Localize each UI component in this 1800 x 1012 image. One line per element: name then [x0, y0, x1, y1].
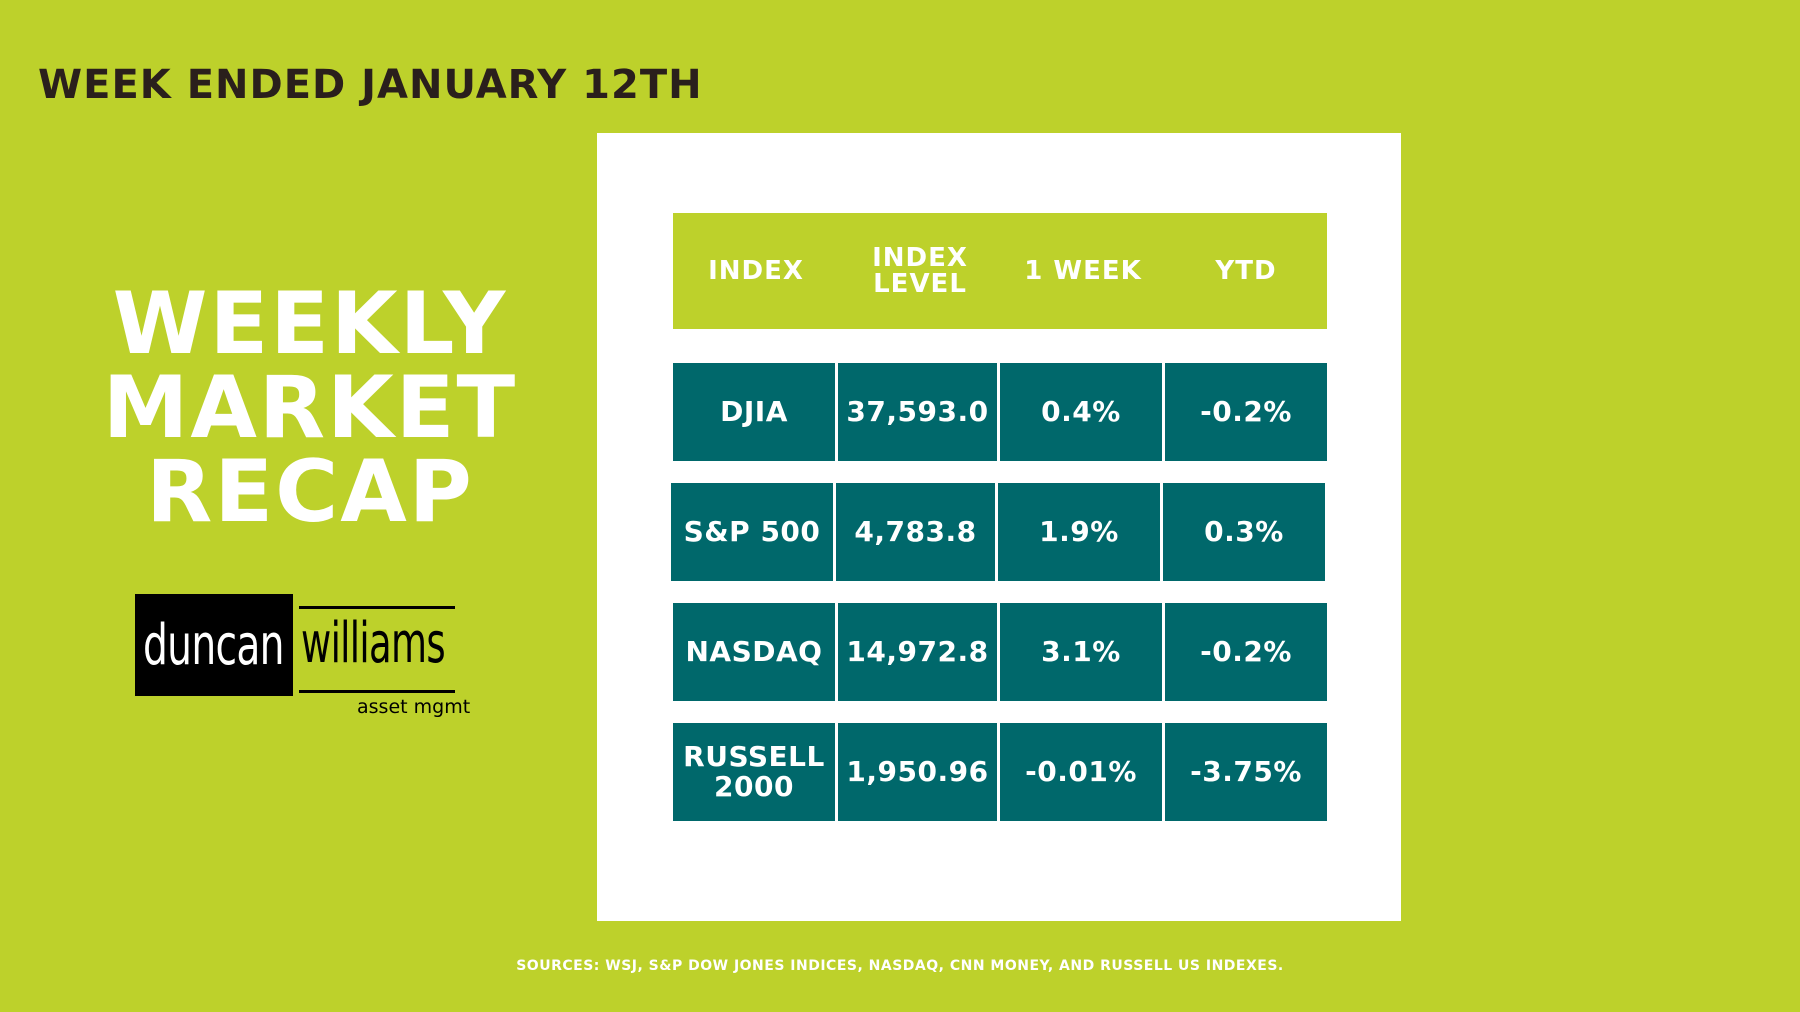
- cell-index: DJIA: [673, 363, 835, 461]
- cell-index: S&P 500: [671, 483, 833, 581]
- column-header-index: INDEX: [708, 256, 804, 286]
- recap-title-line: MARKET: [102, 358, 518, 458]
- logo-rule-top: [299, 606, 455, 609]
- cell-index: NASDAQ: [673, 603, 835, 701]
- week-ended-heading: WEEK ENDED JANUARY 12TH: [38, 62, 703, 108]
- cell-ytd: -0.2%: [1165, 363, 1327, 461]
- sources-footnote: SOURCES: WSJ, S&P DOW JONES INDICES, NAS…: [516, 958, 1284, 974]
- cell-level: 1,950.96: [838, 723, 997, 821]
- logo-black-box: duncan: [135, 594, 293, 696]
- cell-1-week: -0.01%: [1000, 723, 1162, 821]
- column-header-1-week: 1 WEEK: [1024, 256, 1142, 286]
- recap-title: WEEKLY MARKET RECAP: [60, 274, 560, 542]
- cell-level: 4,783.8: [836, 483, 995, 581]
- cell-1-week: 0.4%: [1000, 363, 1162, 461]
- market-table-card: INDEX INDEX LEVEL 1 WEEK YTD DJIA 37,593…: [597, 133, 1401, 921]
- table-row: S&P 500 4,783.8 1.9% 0.3%: [671, 483, 1325, 581]
- cell-index: RUSSELL 2000: [673, 723, 835, 821]
- logo-tagline: asset mgmt: [357, 696, 471, 718]
- table-row: NASDAQ 14,972.8 3.1% -0.2%: [673, 603, 1327, 701]
- logo-word-duncan: duncan: [143, 613, 284, 678]
- recap-title-line: WEEKLY: [112, 274, 508, 374]
- duncan-williams-logo: duncan williams asset mgmt: [135, 594, 470, 724]
- cell-ytd: -3.75%: [1165, 723, 1327, 821]
- column-header-index-level: INDEX LEVEL: [872, 243, 968, 299]
- logo-rule-bottom: [299, 690, 455, 693]
- table-row: RUSSELL 2000 1,950.96 -0.01% -3.75%: [673, 723, 1327, 821]
- logo-word-williams: williams: [301, 611, 446, 676]
- cell-1-week: 1.9%: [998, 483, 1160, 581]
- cell-ytd: -0.2%: [1165, 603, 1327, 701]
- column-header-ytd: YTD: [1215, 256, 1277, 286]
- cell-ytd: 0.3%: [1163, 483, 1325, 581]
- recap-title-line: RECAP: [146, 442, 474, 542]
- table-header-row: INDEX INDEX LEVEL 1 WEEK YTD: [673, 213, 1327, 329]
- cell-1-week: 3.1%: [1000, 603, 1162, 701]
- cell-level: 14,972.8: [838, 603, 997, 701]
- table-row: DJIA 37,593.0 0.4% -0.2%: [673, 363, 1327, 461]
- cell-level: 37,593.0: [838, 363, 997, 461]
